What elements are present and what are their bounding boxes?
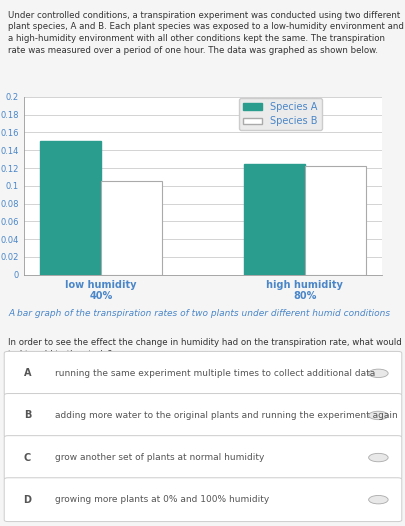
Circle shape [368, 411, 387, 420]
FancyBboxPatch shape [4, 351, 401, 395]
Text: D: D [23, 494, 32, 504]
Text: A: A [24, 368, 31, 378]
Text: adding more water to the original plants and running the experiment again: adding more water to the original plants… [55, 411, 396, 420]
FancyBboxPatch shape [4, 436, 401, 480]
Text: B: B [24, 410, 31, 420]
Text: running the same experiment multiple times to collect additional data: running the same experiment multiple tim… [55, 369, 374, 378]
Text: Under controlled conditions, a transpiration experiment was conducted using two : Under controlled conditions, a transpira… [8, 11, 403, 55]
Text: A bar graph of the transpiration rates of two plants under different humid condi: A bar graph of the transpiration rates o… [8, 309, 389, 318]
Circle shape [368, 369, 387, 378]
Text: C: C [24, 452, 31, 462]
FancyBboxPatch shape [4, 478, 401, 522]
FancyBboxPatch shape [4, 393, 401, 437]
Circle shape [368, 453, 387, 462]
Circle shape [368, 495, 387, 504]
Text: grow another set of plants at normal humidity: grow another set of plants at normal hum… [55, 453, 264, 462]
Text: growing more plants at 0% and 100% humidity: growing more plants at 0% and 100% humid… [55, 495, 269, 504]
Text: In order to see the effect the change in humidity had on the transpiration rate,: In order to see the effect the change in… [8, 338, 405, 359]
